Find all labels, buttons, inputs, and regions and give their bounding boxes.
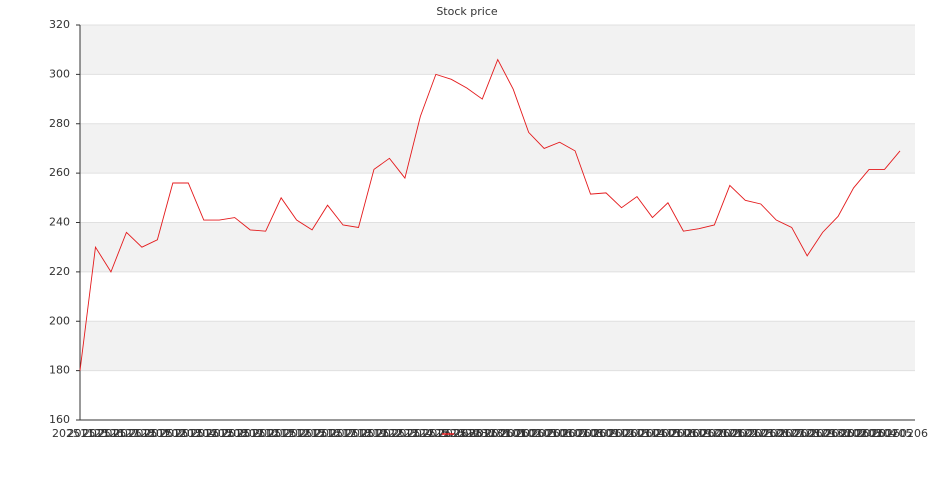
x-tick-label: 20260123 — [717, 427, 773, 440]
x-tick-label: 20260121 — [686, 427, 742, 440]
x-tick-label: 20251127 — [83, 427, 139, 440]
y-tick-label: 160 — [49, 413, 70, 426]
x-tick-label: 20260102 — [485, 427, 541, 440]
x-tick-label: 20251230 — [439, 427, 495, 440]
grid-band — [80, 222, 915, 272]
x-tick-label: 20260105 — [501, 427, 557, 440]
x-tick-label: 20251226 — [408, 427, 464, 440]
x-tick-label: 20260101 — [470, 427, 526, 440]
y-tick-label: 300 — [49, 67, 70, 80]
y-tick-label: 260 — [49, 166, 70, 179]
y-tick-label: 200 — [49, 314, 70, 327]
x-tick-label: 20260108 — [547, 427, 603, 440]
x-tick-label: 20251217 — [300, 427, 356, 440]
x-tick-label: 20251208 — [191, 427, 247, 440]
legend-label: 6831 — [462, 427, 490, 440]
x-tick-label: 20260122 — [702, 427, 758, 440]
x-tick-label: 20251222 — [346, 427, 402, 440]
y-tick-label: 180 — [49, 364, 70, 377]
x-tick-label: 20260203 — [826, 427, 882, 440]
y-tick-label: 280 — [49, 117, 70, 130]
grid-band — [80, 25, 915, 75]
y-tick-label: 220 — [49, 265, 70, 278]
x-tick-label: 20251219 — [330, 427, 386, 440]
x-tick-label: 20251215 — [269, 427, 325, 440]
x-tick-label: 20260112 — [578, 427, 634, 440]
grid-band — [80, 321, 915, 371]
x-tick-label: 20260119 — [655, 427, 711, 440]
x-tick-label: 20260130 — [795, 427, 851, 440]
x-tick-label: 20251203 — [145, 427, 201, 440]
x-tick-label: 20260116 — [640, 427, 696, 440]
x-tick-label: 20251212 — [253, 427, 309, 440]
x-tick-label: 20251209 — [207, 427, 263, 440]
x-tick-label: 20251205 — [176, 427, 232, 440]
x-tick-label: 20251126 — [67, 427, 123, 440]
x-tick-label: 20260126 — [733, 427, 789, 440]
x-tick-label: 20251202 — [129, 427, 185, 440]
x-tick-label: 20251225 — [392, 427, 448, 440]
x-tick-label: 20260128 — [764, 427, 820, 440]
x-tick-label: 20251210 — [222, 427, 278, 440]
x-tick-label: 20251125 — [52, 427, 108, 440]
y-tick-label: 240 — [49, 216, 70, 229]
x-tick-label: 20260106 — [516, 427, 572, 440]
x-tick-label: 20260120 — [671, 427, 727, 440]
x-tick-label: 20260205 — [857, 427, 913, 440]
grid-band — [80, 123, 915, 174]
x-tick-label: 20251211 — [238, 427, 294, 440]
x-tick-label: 20251201 — [114, 427, 170, 440]
chart-title: Stock price — [436, 5, 498, 18]
x-tick-label: 20251223 — [361, 427, 417, 440]
x-tick-label: 20251224 — [377, 427, 433, 440]
y-tick-label: 320 — [49, 18, 70, 31]
x-tick-label: 20260115 — [624, 427, 680, 440]
series-line — [79, 58, 901, 371]
x-tick-label: 20260129 — [779, 427, 835, 440]
x-tick-label: 20260107 — [532, 427, 588, 440]
x-tick-label: 20260206 — [872, 427, 928, 440]
x-tick-label: 20260113 — [594, 427, 650, 440]
x-tick-label: 20260204 — [841, 427, 897, 440]
x-tick-label: 20260127 — [748, 427, 804, 440]
x-tick-label: 20251218 — [315, 427, 371, 440]
x-tick-label: 20251231 — [454, 427, 510, 440]
x-tick-label: 20251204 — [160, 427, 216, 440]
x-tick-label: 20251128 — [98, 427, 154, 440]
x-tick-label: 20260202 — [810, 427, 866, 440]
x-tick-label: 20251216 — [284, 427, 340, 440]
x-tick-label: 20260109 — [563, 427, 619, 440]
x-tick-label: 20260114 — [609, 427, 665, 440]
